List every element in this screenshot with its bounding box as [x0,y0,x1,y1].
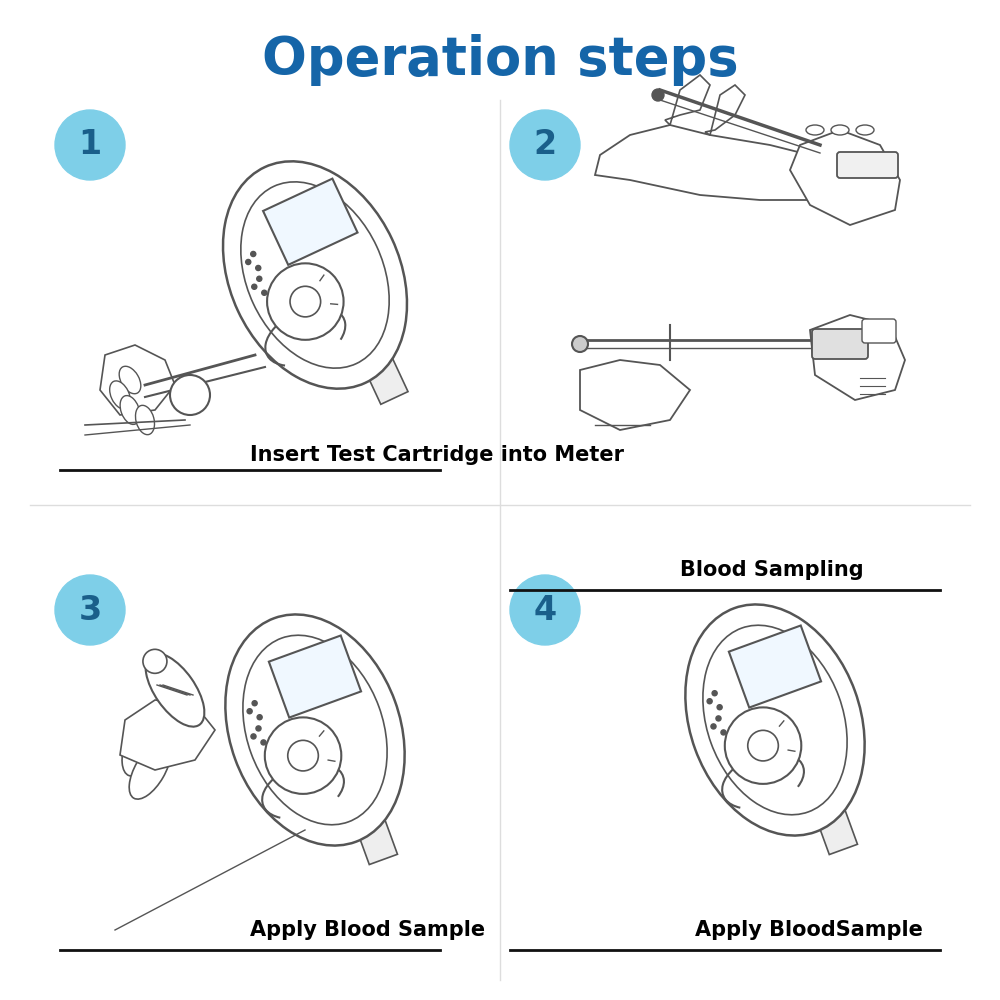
Ellipse shape [856,125,874,135]
Circle shape [257,715,262,720]
Circle shape [143,649,167,673]
Circle shape [652,89,664,101]
Circle shape [252,284,257,289]
Circle shape [267,263,344,340]
Text: 3: 3 [78,593,102,626]
Ellipse shape [225,614,405,846]
Circle shape [247,709,252,714]
Text: 1: 1 [78,128,102,161]
Polygon shape [353,333,408,404]
Circle shape [290,286,321,317]
Ellipse shape [122,714,158,776]
Circle shape [707,699,712,704]
Polygon shape [347,793,397,865]
Ellipse shape [831,125,849,135]
Polygon shape [810,315,905,400]
Circle shape [256,726,261,731]
Circle shape [55,110,125,180]
Circle shape [721,730,726,735]
Ellipse shape [129,741,171,799]
Circle shape [262,290,267,295]
Polygon shape [729,626,821,708]
Circle shape [261,740,266,745]
Ellipse shape [146,653,204,727]
Ellipse shape [119,366,141,394]
Ellipse shape [223,161,407,389]
Text: Operation steps: Operation steps [262,34,738,86]
Circle shape [170,375,210,415]
Polygon shape [580,360,690,430]
Polygon shape [595,125,830,200]
Text: Apply BloodSample: Apply BloodSample [695,920,923,940]
FancyBboxPatch shape [862,319,896,343]
Circle shape [251,251,256,257]
Circle shape [265,717,341,794]
Circle shape [510,575,580,645]
FancyBboxPatch shape [837,152,898,178]
Circle shape [716,716,721,721]
Text: Apply Blood Sample: Apply Blood Sample [250,920,485,940]
Polygon shape [100,345,175,415]
Circle shape [252,701,257,706]
Circle shape [510,110,580,180]
Polygon shape [705,85,745,135]
Ellipse shape [120,396,140,424]
Polygon shape [807,783,857,855]
Circle shape [725,707,801,784]
Polygon shape [269,636,361,718]
Text: 2: 2 [533,128,557,161]
Circle shape [711,724,716,729]
Ellipse shape [135,405,155,435]
Circle shape [246,259,251,265]
Circle shape [712,691,717,696]
Circle shape [572,336,588,352]
Circle shape [256,265,261,271]
Circle shape [55,575,125,645]
Polygon shape [263,179,358,265]
Text: 4: 4 [533,593,557,626]
Circle shape [251,734,256,739]
Circle shape [288,740,318,771]
Polygon shape [665,75,710,125]
Ellipse shape [685,604,865,836]
Circle shape [257,276,262,281]
Text: Blood Sampling: Blood Sampling [680,560,864,580]
Ellipse shape [110,381,130,409]
Text: Insert Test Cartridge into Meter: Insert Test Cartridge into Meter [250,445,624,465]
Ellipse shape [806,125,824,135]
FancyBboxPatch shape [812,329,868,359]
Polygon shape [790,130,900,225]
Circle shape [748,730,778,761]
Circle shape [717,705,722,710]
Polygon shape [120,700,215,770]
